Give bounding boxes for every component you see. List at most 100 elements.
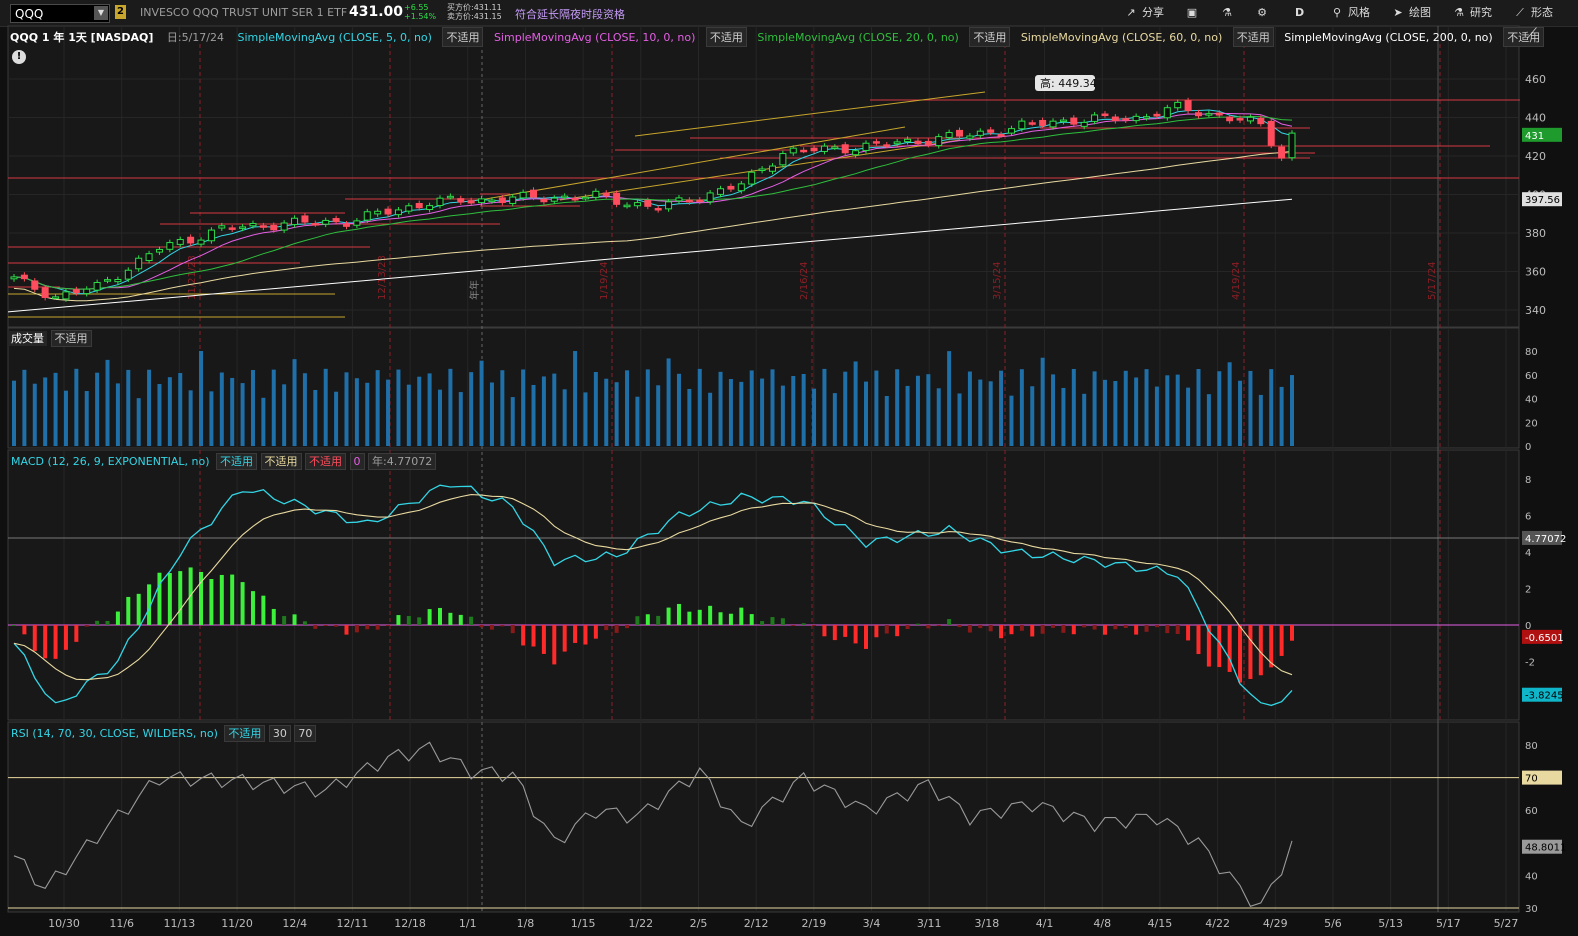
macd-hist-bar xyxy=(250,591,255,625)
settings-button[interactable]: ⚙ xyxy=(1255,4,1273,22)
x-axis-label: 5/27 xyxy=(1494,917,1519,930)
volume-label[interactable]: 成交量 xyxy=(8,331,47,346)
candle-body xyxy=(1194,112,1202,117)
macd-hist-bar xyxy=(240,582,245,625)
macd-hist-bar xyxy=(687,611,692,625)
macd-hist-bar xyxy=(1248,625,1253,679)
macd-label[interactable]: MACD (12, 26, 9, EXPONENTIAL, no) xyxy=(11,455,210,468)
macd-hist-bar xyxy=(760,621,765,625)
macd-tick-label: 0 xyxy=(1525,621,1531,632)
macd-hist-bar xyxy=(199,571,204,625)
link-group-badge[interactable]: 2 xyxy=(115,5,126,19)
macd-hist-bar xyxy=(832,625,837,641)
studies-button[interactable]: ⚗ 研究 xyxy=(1452,4,1492,22)
macd-hist-bar xyxy=(967,625,972,633)
volume-bar xyxy=(801,373,806,446)
volume-bar xyxy=(1040,357,1045,446)
volume-bar xyxy=(178,373,183,446)
price-ma20-line xyxy=(13,115,1293,290)
candle-body xyxy=(363,211,371,221)
candle-body xyxy=(768,165,776,172)
macd-hist-bar xyxy=(812,625,817,626)
volume-bar xyxy=(313,389,318,446)
candle-body xyxy=(1143,116,1151,119)
volume-bar xyxy=(915,375,920,446)
volume-tick-label: 20 xyxy=(1525,418,1538,429)
x-axis-label: 1/8 xyxy=(517,917,535,930)
volume-bar xyxy=(1238,380,1243,446)
macd-hist-bar xyxy=(95,620,100,625)
rsi-last-tag-bg xyxy=(1522,839,1562,854)
volume-bar xyxy=(282,384,287,446)
candle-body xyxy=(1153,113,1161,117)
rsi-tick-label: 60 xyxy=(1525,806,1538,817)
volume-bar xyxy=(1248,370,1253,446)
macd-hist-bar xyxy=(1206,625,1211,667)
macd-hist-bar xyxy=(1165,625,1170,634)
volume-bar xyxy=(1175,374,1180,446)
macd-hist-bar xyxy=(1082,625,1087,628)
macd-hist-bar xyxy=(573,625,578,643)
aggregation-button[interactable]: D xyxy=(1295,6,1305,19)
candle-body xyxy=(93,282,101,291)
candle-body xyxy=(155,248,163,253)
macd-header: MACD (12, 26, 9, EXPONENTIAL, no) 不适用 不适… xyxy=(8,453,437,470)
price-tick-label: 420 xyxy=(1525,150,1546,163)
macd-hist-bar xyxy=(541,625,546,654)
rsi-label[interactable]: RSI (14, 70, 30, CLOSE, WILDERS, no) xyxy=(11,727,218,740)
symbol-input[interactable]: QQQ ▼ xyxy=(10,4,110,23)
style-button[interactable]: ⚲ 风格 xyxy=(1330,4,1370,22)
macd-hist-bar xyxy=(791,625,796,626)
volume-bar xyxy=(957,393,962,446)
candle-body xyxy=(675,197,683,202)
share-button[interactable]: ↗ 分享 xyxy=(1124,4,1164,22)
extended-hours-link[interactable]: 符合延长隔夜时段资格 xyxy=(515,8,625,21)
candle-body xyxy=(1049,120,1057,128)
macd-hist-bar xyxy=(1071,625,1076,635)
volume-bar xyxy=(604,378,609,446)
macd-hist-bar xyxy=(614,625,619,633)
chart-settings-icon[interactable]: ⟋ xyxy=(1527,26,1537,42)
x-axis-label: 4/22 xyxy=(1205,917,1230,930)
x-axis-label: 12/4 xyxy=(282,917,307,930)
x-axis-label: 3/11 xyxy=(917,917,942,930)
macd-hist-bar xyxy=(718,612,723,625)
volume-tick-label: 40 xyxy=(1525,395,1538,406)
volume-bar xyxy=(240,383,245,446)
volume-bar xyxy=(521,369,526,446)
drawings-button[interactable]: ➤ 绘图 xyxy=(1391,4,1431,22)
snapshot-button[interactable]: ▣ xyxy=(1185,4,1203,22)
macd-hist-bar xyxy=(593,625,598,639)
sma5-label[interactable]: SimpleMovingAvg (CLOSE, 5, 0, no) xyxy=(237,31,432,44)
alert-icon[interactable]: ! xyxy=(12,50,26,64)
volume-bar xyxy=(583,392,588,446)
macd-hist-bar xyxy=(521,625,526,646)
macd-hist-bar xyxy=(22,625,27,635)
sma60-label[interactable]: SimpleMovingAvg (CLOSE, 60, 0, no) xyxy=(1020,31,1223,44)
volume-bar xyxy=(832,393,837,446)
volume-bar xyxy=(469,372,474,446)
volume-tick-label: 0 xyxy=(1525,442,1531,453)
ma200-tag: 397.56 xyxy=(1525,195,1560,206)
macd-hist-bar xyxy=(32,625,37,651)
candle-body xyxy=(1215,112,1223,116)
patterns-button[interactable]: ⟋ 形态 xyxy=(1513,4,1553,22)
candle-body xyxy=(1278,146,1286,159)
sma200-label[interactable]: SimpleMovingAvg (CLOSE, 200, 0, no) xyxy=(1284,31,1493,44)
flask-button[interactable]: ⚗ xyxy=(1220,4,1238,22)
macd-hist-bar xyxy=(874,625,879,638)
volume-bar xyxy=(770,369,775,446)
chevron-down-icon[interactable]: ▼ xyxy=(94,6,108,20)
macd-hist-bar xyxy=(853,625,858,644)
candle-body xyxy=(1039,119,1047,126)
candle-body xyxy=(218,225,226,229)
candle-body xyxy=(72,289,80,294)
sma20-label[interactable]: SimpleMovingAvg (CLOSE, 20, 0, no) xyxy=(757,31,959,44)
sma5-value: 不适用 xyxy=(442,27,484,47)
candle-body xyxy=(405,205,413,212)
volume-bar xyxy=(1144,369,1149,446)
volume-bar xyxy=(905,385,910,446)
candle-body xyxy=(1184,100,1192,111)
sma10-label[interactable]: SimpleMovingAvg (CLOSE, 10, 0, no) xyxy=(493,31,696,44)
